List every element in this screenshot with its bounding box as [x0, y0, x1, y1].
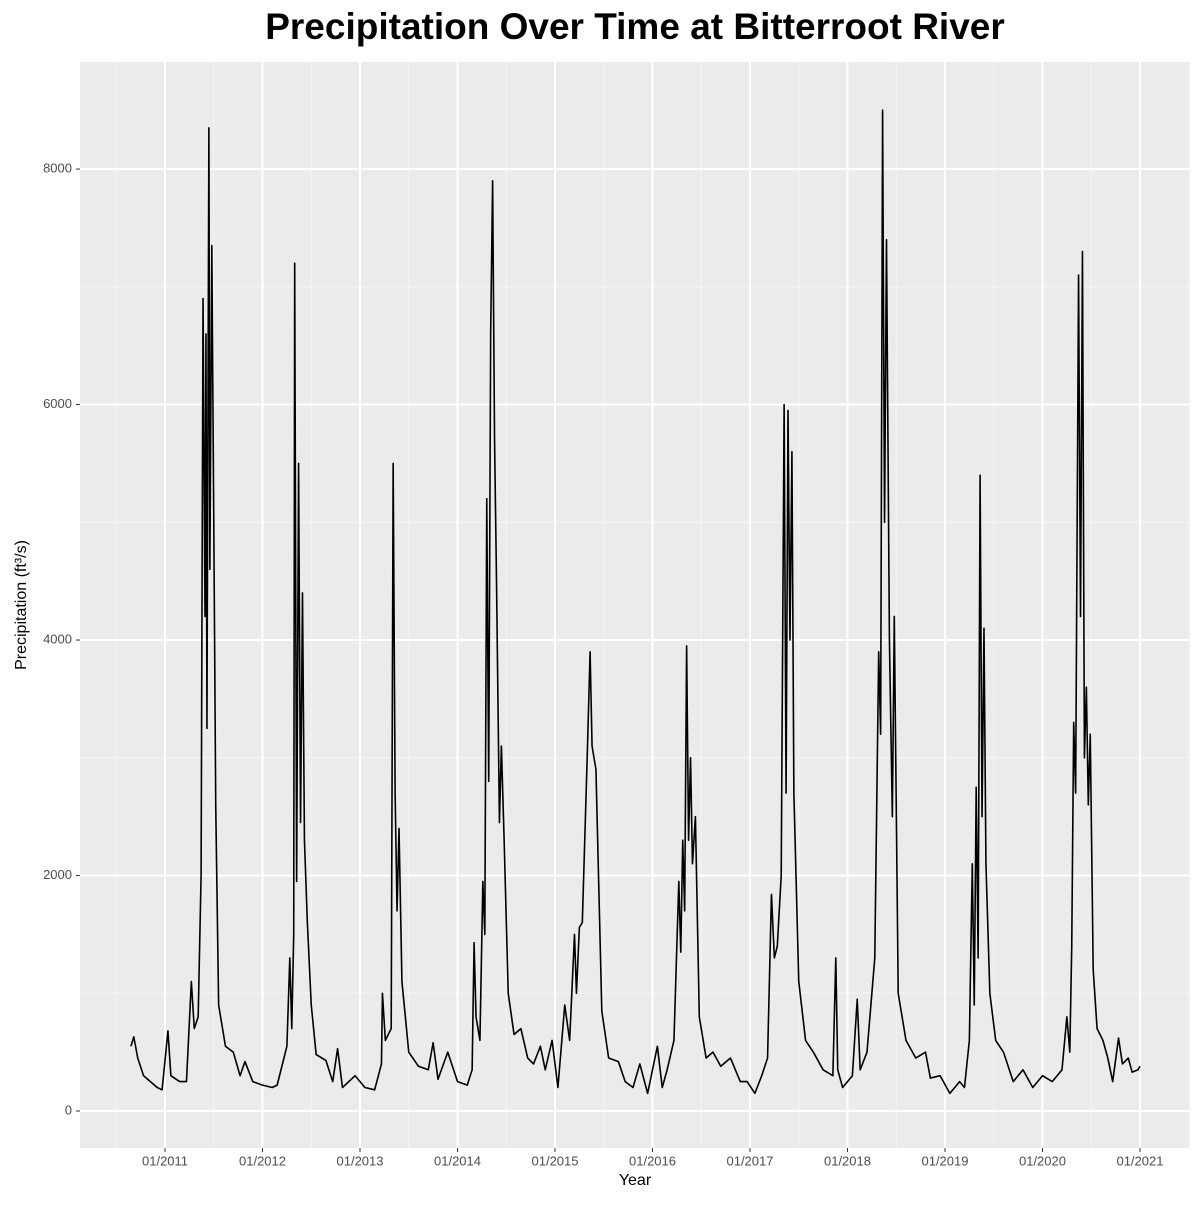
x-tick-label: 01/2013: [337, 1153, 384, 1168]
x-tick-label: 01/2015: [532, 1153, 579, 1168]
plot-panel: [80, 62, 1190, 1148]
x-axis-label: Year: [619, 1172, 652, 1189]
y-tick-label: 8000: [43, 160, 72, 175]
x-tick-label: 01/2014: [434, 1153, 481, 1168]
y-tick-label: 0: [65, 1102, 72, 1117]
x-tick-label: 01/2011: [142, 1153, 188, 1168]
x-tick-label: 01/2021: [1116, 1153, 1163, 1168]
y-tick-label: 4000: [43, 631, 72, 646]
x-tick-label: 01/2012: [239, 1153, 286, 1168]
data-line: [130, 109, 1141, 1095]
y-tick-label: 6000: [43, 396, 72, 411]
y-tick-label: 2000: [43, 867, 72, 882]
y-axis-label: Precipitation (ft³/s): [13, 540, 30, 670]
x-tick-label: 01/2019: [921, 1153, 968, 1168]
x-tick-label: 01/2016: [629, 1153, 676, 1168]
x-tick-label: 01/2020: [1019, 1153, 1066, 1168]
chart-title: Precipitation Over Time at Bitterroot Ri…: [265, 6, 1005, 47]
x-tick-label: 01/2018: [824, 1153, 871, 1168]
x-tick-label: 01/2017: [726, 1153, 773, 1168]
